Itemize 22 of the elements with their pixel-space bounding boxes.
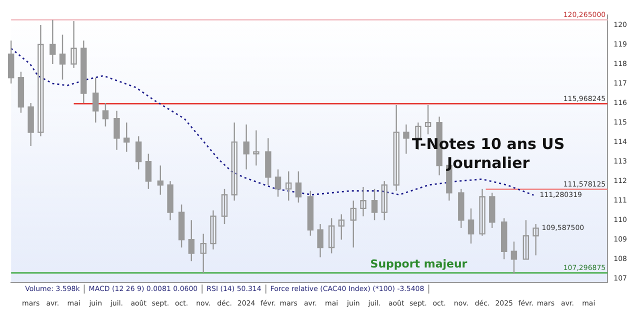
candlestick xyxy=(210,210,216,250)
candlestick xyxy=(200,233,206,274)
candlestick xyxy=(38,24,44,137)
candlestick xyxy=(328,218,335,254)
candlestick xyxy=(253,130,260,166)
candlestick xyxy=(70,20,77,68)
candlestick xyxy=(221,188,228,225)
candlestick xyxy=(338,214,345,240)
candlestick xyxy=(285,170,292,202)
annotation: Support majeur xyxy=(370,257,468,270)
candlestick xyxy=(381,180,388,221)
candlestick xyxy=(522,220,530,260)
line-series xyxy=(11,48,534,196)
candlestick xyxy=(424,104,432,135)
text: T-Notes 10 ans US xyxy=(412,134,565,153)
candlestick xyxy=(479,188,486,236)
candlestick xyxy=(393,104,400,192)
candlestick xyxy=(360,186,366,217)
candlestick xyxy=(231,122,238,202)
candlestick xyxy=(350,200,356,248)
text: Journalier xyxy=(446,154,530,172)
candlestick xyxy=(532,223,539,256)
